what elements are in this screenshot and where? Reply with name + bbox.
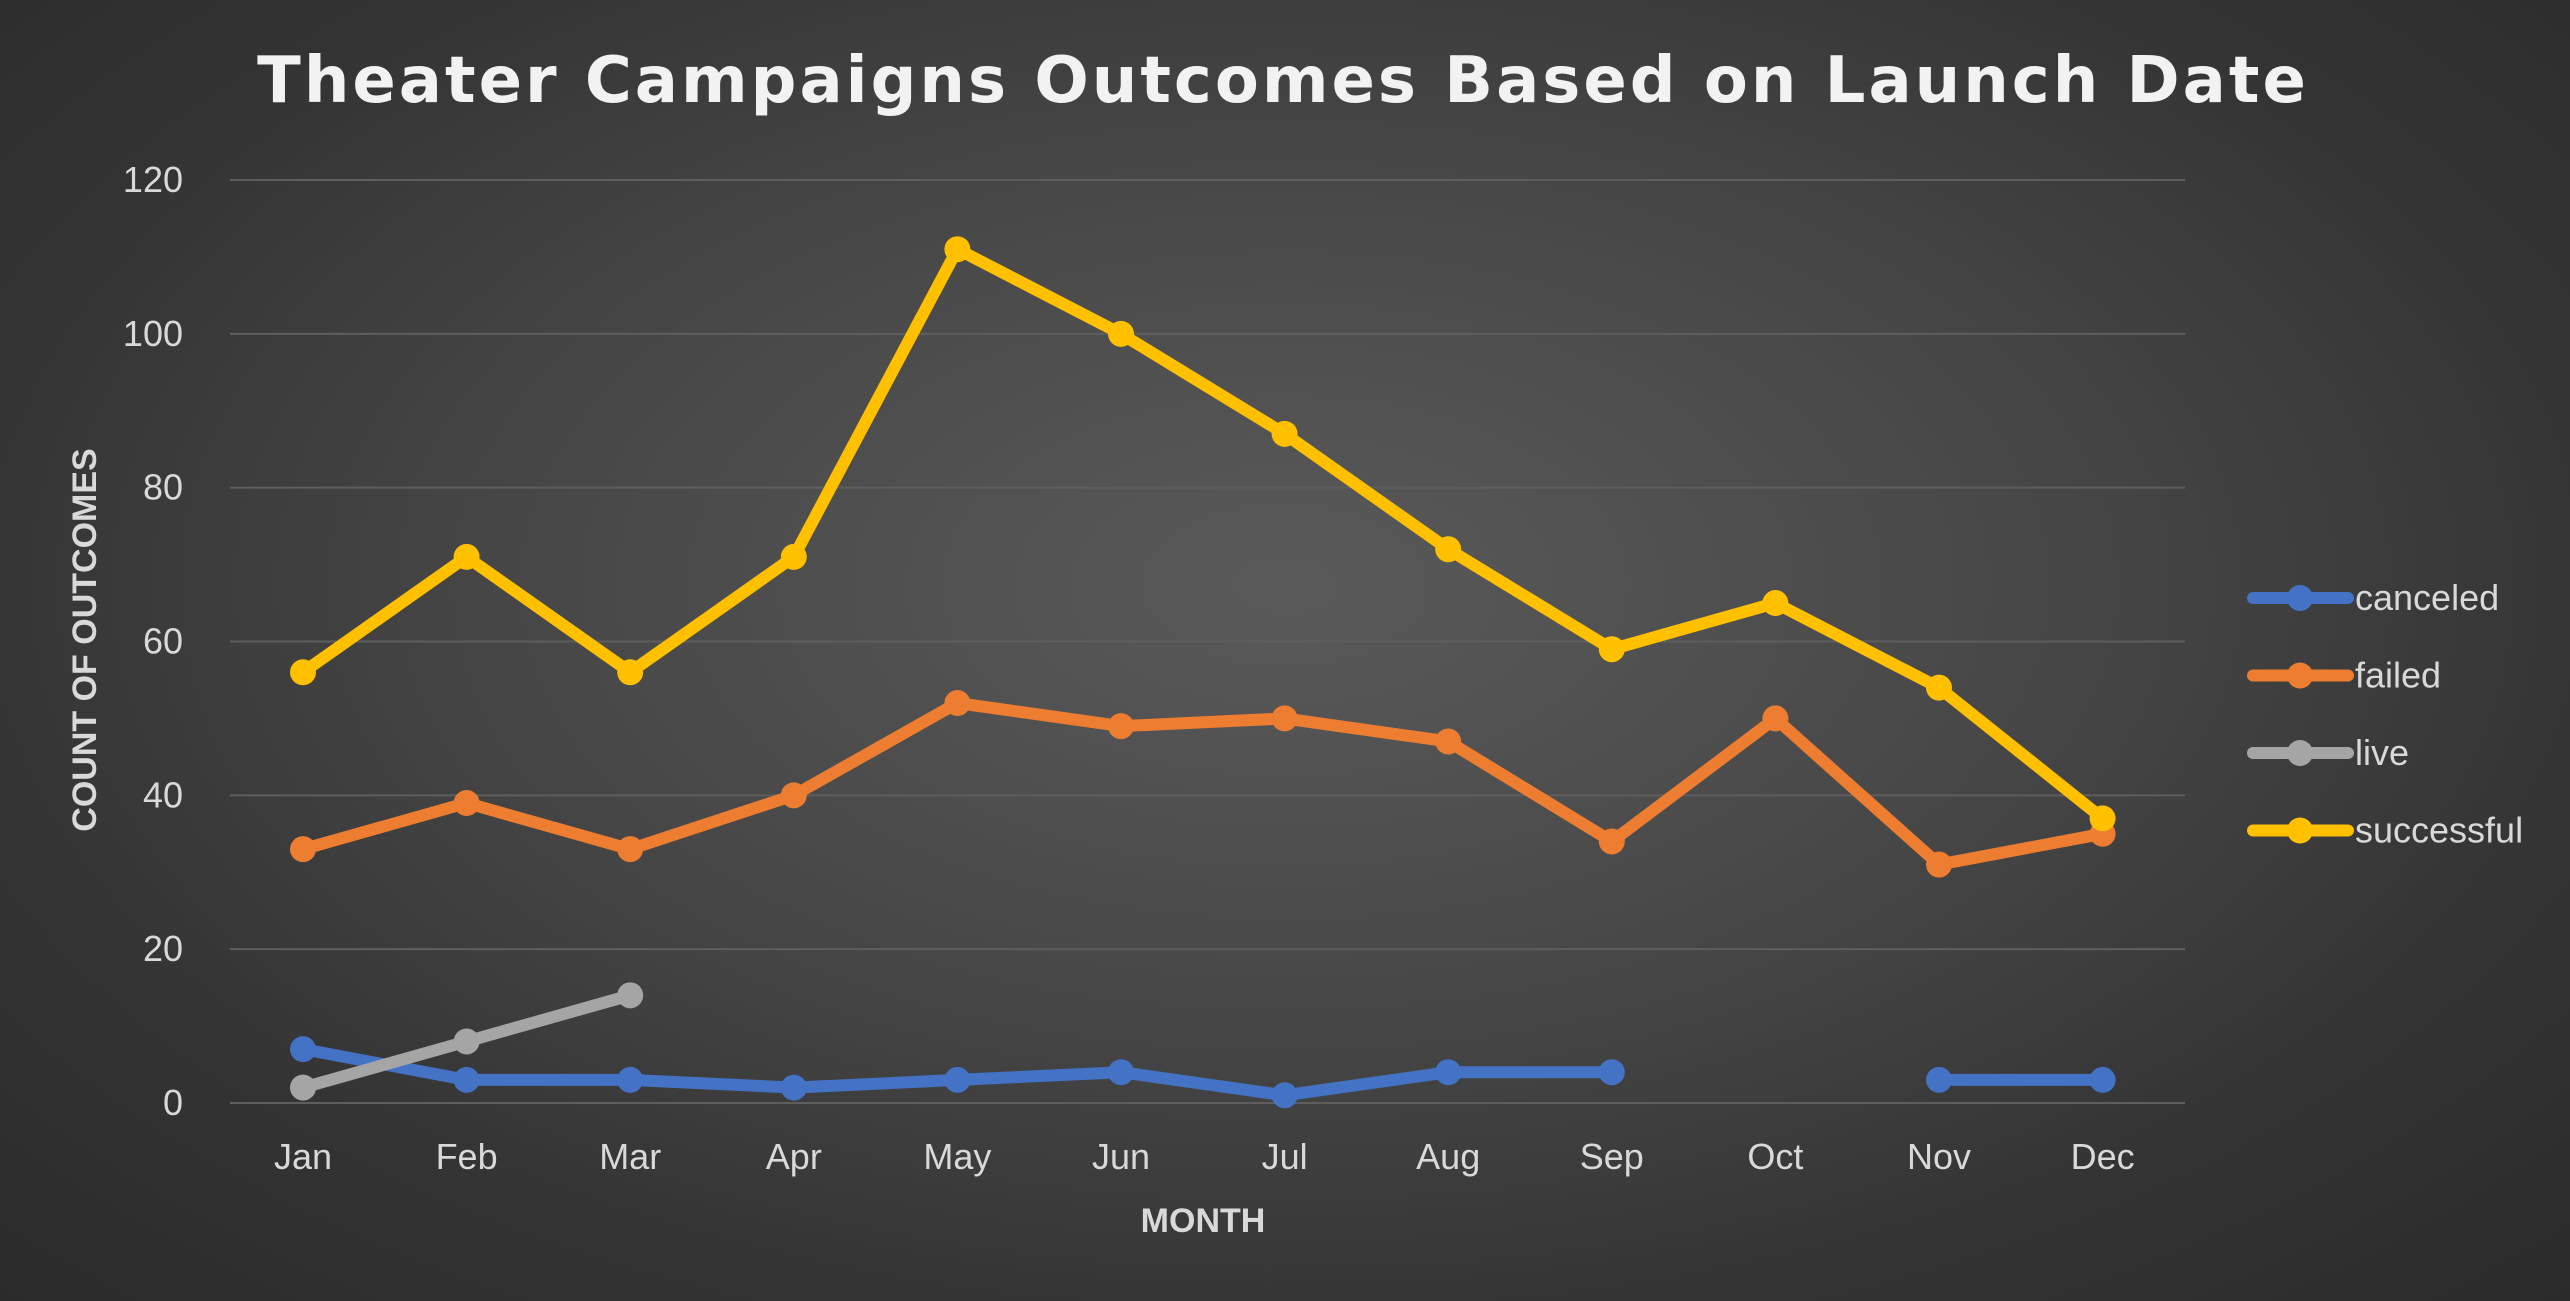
legend-label: successful — [2355, 810, 2523, 851]
x-tick-label: Nov — [1907, 1136, 1971, 1177]
y-tick-label: 60 — [143, 621, 183, 662]
data-point-canceled — [1271, 1082, 1298, 1109]
x-tick-label: Oct — [1747, 1136, 1803, 1177]
legend-label: canceled — [2355, 577, 2499, 618]
legend-swatch-marker — [2287, 740, 2313, 766]
data-point-failed — [617, 836, 644, 863]
data-point-canceled — [944, 1066, 971, 1093]
x-tick-label: Dec — [2071, 1136, 2135, 1177]
legend-label: live — [2355, 732, 2409, 773]
x-tick-label: Jan — [274, 1136, 332, 1177]
series-line-successful — [297, 243, 2109, 825]
data-point-canceled — [780, 1074, 807, 1101]
x-tick-label: Apr — [766, 1136, 822, 1177]
data-point-canceled — [1926, 1066, 1952, 1093]
data-point-successful — [290, 659, 316, 686]
data-point-live — [453, 1028, 480, 1055]
x-tick-label: Sep — [1580, 1136, 1644, 1177]
y-tick-label: 80 — [143, 467, 183, 508]
data-point-successful — [1108, 320, 1134, 347]
legend-item-live: live — [2247, 732, 2409, 773]
data-point-successful — [2089, 805, 2116, 832]
y-tick-label: 120 — [123, 159, 183, 200]
data-point-failed — [780, 782, 807, 809]
data-point-successful — [1435, 536, 1462, 563]
x-tick-label: Jun — [1092, 1136, 1150, 1177]
data-point-live — [290, 1074, 316, 1101]
series-lines — [290, 236, 2116, 1109]
y-axis-ticks: 0 20 40 60 80 100 120 — [123, 159, 183, 1123]
series-live — [290, 982, 644, 1101]
legend-swatch-marker — [2287, 817, 2313, 844]
data-point-canceled — [290, 1036, 316, 1063]
data-point-failed — [290, 836, 316, 863]
data-point-successful — [1598, 636, 1625, 663]
data-point-canceled — [1108, 1059, 1134, 1086]
y-tick-label: 40 — [143, 774, 183, 815]
data-point-failed — [1435, 728, 1462, 755]
gridlines — [230, 179, 2185, 1104]
data-point-failed — [1926, 851, 1952, 878]
x-tick-label: Jul — [1262, 1136, 1308, 1177]
chart-title: Theater Campaigns Outcomes Based on Laun… — [257, 44, 2309, 118]
y-tick-label: 20 — [143, 928, 183, 969]
series-successful — [290, 236, 2116, 832]
data-point-canceled — [2089, 1066, 2116, 1093]
data-point-canceled — [617, 1066, 644, 1093]
x-axis-ticks: Jan Feb Mar Apr May Jun Jul Aug Sep Oct Nov Dec — [274, 1136, 2135, 1177]
data-point-successful — [1762, 590, 1789, 617]
legend-item-failed: failed — [2247, 655, 2441, 696]
x-tick-label: May — [923, 1136, 991, 1177]
data-point-live — [617, 982, 644, 1009]
series-failed — [290, 690, 2116, 878]
legend-item-canceled: canceled — [2247, 577, 2499, 618]
data-point-failed — [944, 690, 971, 717]
data-point-successful — [1926, 674, 1952, 701]
x-tick-label: Aug — [1416, 1136, 1480, 1177]
data-point-successful — [617, 659, 644, 686]
data-point-canceled — [453, 1066, 480, 1093]
data-point-failed — [1271, 705, 1298, 732]
data-point-failed — [1598, 828, 1625, 855]
data-point-successful — [944, 236, 971, 263]
y-tick-label: 0 — [163, 1082, 183, 1123]
legend: canceled failed live successful — [2247, 577, 2523, 851]
data-point-failed — [1108, 713, 1134, 740]
x-axis-title: MONTH — [1141, 1202, 1266, 1240]
series-line-failed — [297, 697, 2109, 871]
x-tick-label: Mar — [599, 1136, 661, 1177]
legend-swatch-marker — [2287, 585, 2313, 611]
legend-swatch-marker — [2287, 662, 2313, 689]
data-point-canceled — [1598, 1059, 1625, 1086]
data-point-successful — [453, 543, 480, 570]
legend-label: failed — [2355, 655, 2441, 696]
data-point-canceled — [1435, 1059, 1462, 1086]
data-point-successful — [780, 543, 807, 570]
y-axis-title: COUNT OF OUTCOMES — [66, 448, 104, 831]
data-point-failed — [1762, 705, 1789, 732]
data-point-successful — [1271, 420, 1298, 447]
data-point-failed — [453, 790, 480, 817]
legend-item-successful: successful — [2247, 810, 2523, 851]
series-canceled — [290, 1036, 2116, 1109]
y-tick-label: 100 — [123, 313, 183, 354]
x-tick-label: Feb — [436, 1136, 498, 1177]
